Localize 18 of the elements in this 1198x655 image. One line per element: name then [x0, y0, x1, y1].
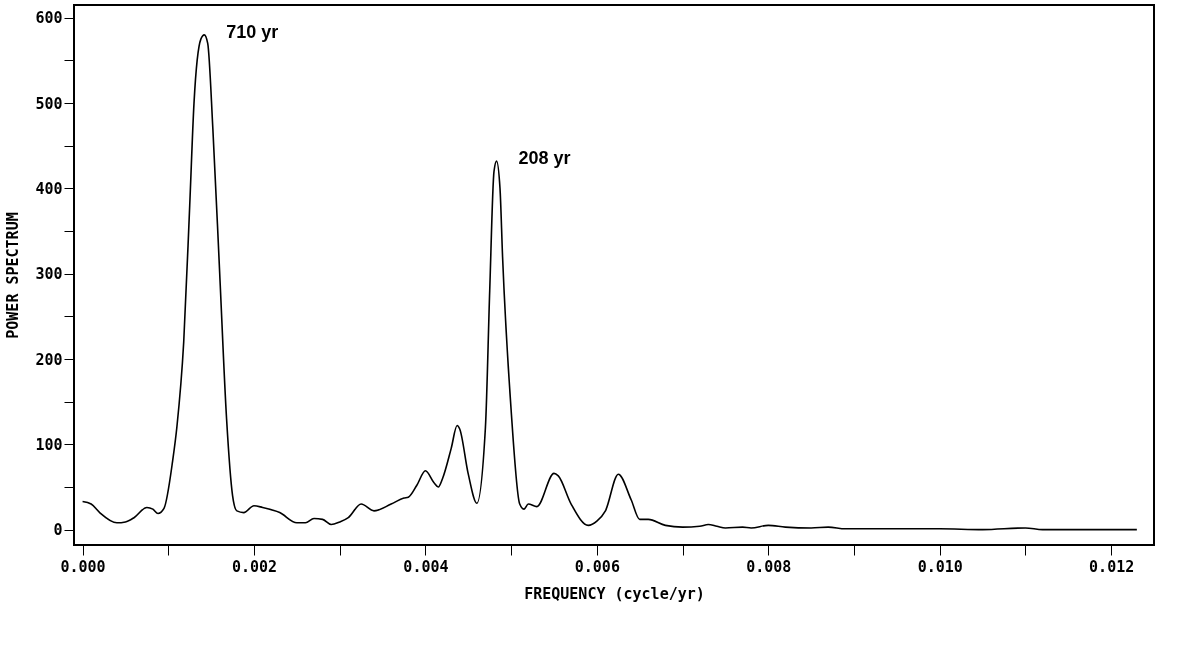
y-tick-label: 500 [35, 94, 63, 113]
x-tick-label: 0.004 [403, 557, 449, 576]
annotation: 208 yr [518, 148, 571, 169]
y-tick-label: 200 [35, 350, 63, 369]
x-tick-label: 0.000 [60, 557, 106, 576]
x-axis-title: FREQUENCY (cycle/yr) [524, 584, 705, 603]
x-tick-label: 0.006 [574, 557, 620, 576]
y-tick-label: 400 [35, 179, 63, 198]
y-tick-label: 100 [35, 435, 63, 454]
x-tick-label: 0.012 [1089, 557, 1135, 576]
x-tick-label: 0.010 [917, 557, 963, 576]
x-tick-label: 0.008 [746, 557, 792, 576]
y-tick-label: 600 [35, 9, 63, 28]
y-axis-title: POWER SPECTRUM [4, 212, 23, 339]
y-tick-label: 300 [35, 265, 63, 284]
y-tick-label: 0 [53, 521, 63, 540]
x-tick-label: 0.002 [231, 557, 278, 576]
annotation: 710 yr [226, 21, 279, 42]
